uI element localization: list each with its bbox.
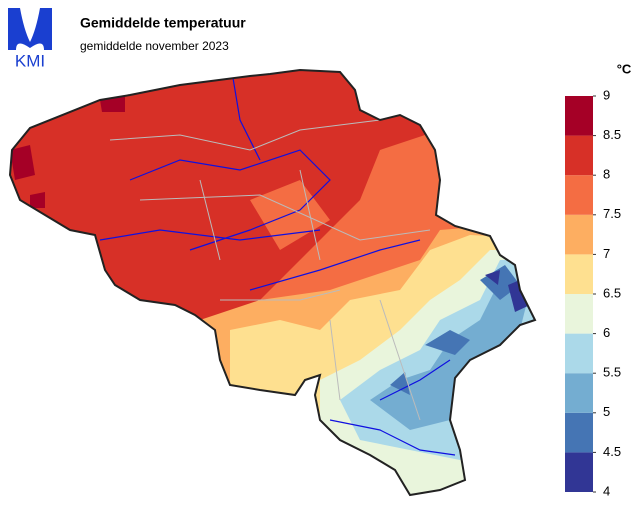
colorbar-unit: °C (617, 61, 632, 76)
colorbar-swatch (565, 333, 593, 374)
colorbar-swatch (565, 452, 593, 492)
colorbar-swatch (565, 373, 593, 413)
colorbar-swatch (565, 175, 593, 215)
logo: KMI (8, 8, 52, 70)
colorbar-swatch (565, 214, 593, 255)
colorbar-tick-label: 6 (603, 325, 610, 340)
colorbar-tick-label: 8 (603, 167, 610, 182)
colorbar-swatch (565, 96, 593, 136)
colorbar-tick-label: 9 (603, 87, 610, 102)
colorbar-tick-label: 8.5 (603, 127, 621, 142)
chart-subtitle: gemiddelde november 2023 (80, 39, 229, 53)
colorbar-tick-label: 7 (603, 246, 610, 261)
colorbar-tick-label: 5 (603, 404, 610, 419)
map (10, 70, 535, 495)
colorbar: 4 4.5 5 5.5 6 6.5 7 7.5 8 8.5 9 (565, 87, 621, 498)
colorbar-swatch (565, 254, 593, 294)
colorbar-swatch (565, 412, 593, 453)
colorbar-swatch (565, 135, 593, 176)
colorbar-swatch (565, 294, 593, 334)
colorbar-tick-label: 4.5 (603, 444, 621, 459)
colorbar-tick-label: 4 (603, 483, 610, 498)
colorbar-tick-label: 6.5 (603, 285, 621, 300)
chart-title: Gemiddelde temperatuur (80, 15, 246, 31)
colorbar-tick-label: 7.5 (603, 206, 621, 221)
logo-text: KMI (15, 51, 45, 70)
colorbar-tick-label: 5.5 (603, 365, 621, 380)
